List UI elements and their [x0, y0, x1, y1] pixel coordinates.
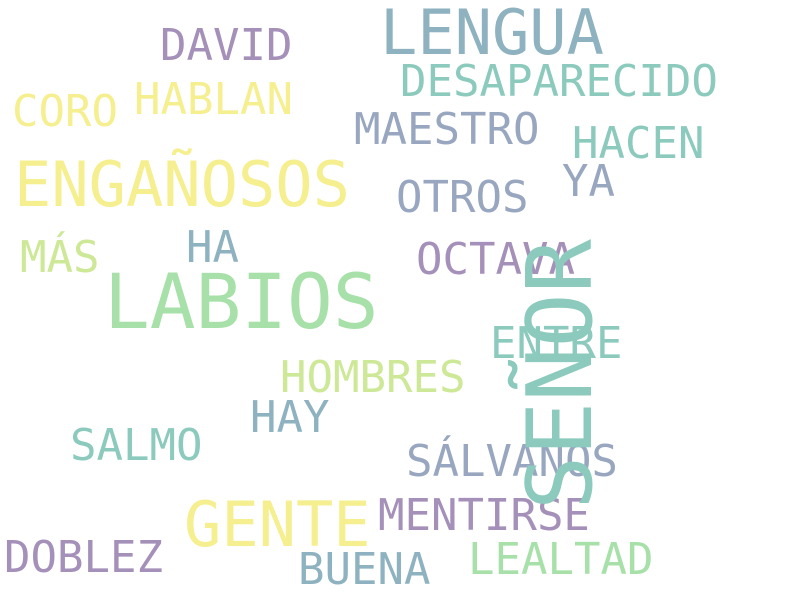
word-hay: HAY	[250, 392, 330, 443]
word-otros: OTROS	[396, 172, 529, 223]
word-senor: SEÑOR	[508, 239, 613, 510]
word-entre: ENTRE	[490, 318, 623, 369]
word-ya: YA	[562, 156, 615, 207]
word-buena: BUENA	[298, 544, 431, 595]
word-lengua: LENGUA	[380, 0, 604, 69]
word-mentirse: MENTIRSE	[378, 490, 590, 541]
word-hombres: HOMBRES	[280, 352, 466, 403]
word-salmo: SALMO	[70, 420, 203, 471]
word-labios: LABIOS	[104, 257, 379, 346]
word-mas: MÁS	[20, 232, 100, 283]
word-octava: OCTAVA	[416, 234, 575, 285]
word-enganosos: ENGAÑOSOS	[14, 148, 350, 221]
word-lealtad: LEALTAD	[468, 534, 654, 585]
word-ha: HA	[186, 222, 239, 273]
word-david: DAVID	[160, 20, 293, 71]
word-salvanos: SÁLVANOS	[406, 436, 618, 487]
word-hablan: HABLAN	[134, 74, 293, 125]
word-desaparecido: DESAPARECIDO	[400, 56, 718, 107]
word-gente: GENTE	[184, 488, 371, 561]
word-doblez: DOBLEZ	[4, 532, 163, 583]
word-coro: CORO	[12, 86, 118, 137]
word-maestro: MAESTRO	[354, 104, 540, 155]
word-hacen: HACEN	[572, 118, 705, 169]
